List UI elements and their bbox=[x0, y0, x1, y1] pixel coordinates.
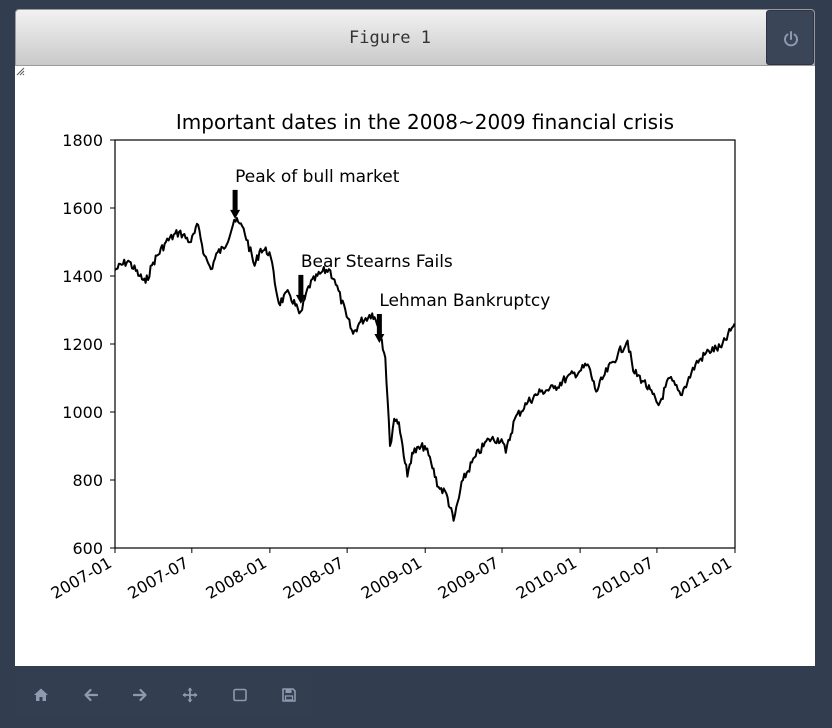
x-tick-label: 2009-07 bbox=[435, 553, 502, 603]
series-line bbox=[114, 217, 736, 522]
y-tick-label: 600 bbox=[72, 539, 103, 558]
x-tick-label: 2008-01 bbox=[202, 553, 269, 603]
y-tick-label: 1200 bbox=[62, 335, 103, 354]
x-tick-label: 2007-01 bbox=[48, 553, 115, 603]
window-title: Figure 1 bbox=[349, 28, 431, 48]
annotation-label: Bear Stearns Fails bbox=[301, 252, 453, 272]
annotation-arrowhead bbox=[295, 294, 306, 304]
x-tick-label: 2009-01 bbox=[358, 553, 425, 603]
annotation-arrow bbox=[232, 189, 238, 212]
power-icon bbox=[784, 31, 798, 47]
zoom-rect-button[interactable] bbox=[224, 681, 256, 709]
y-tick-label: 1000 bbox=[62, 403, 103, 422]
back-icon bbox=[84, 688, 99, 702]
y-tick-label: 1400 bbox=[62, 267, 103, 286]
annotation-arrow bbox=[298, 274, 304, 297]
y-tick-label: 800 bbox=[72, 471, 103, 490]
pan-button[interactable] bbox=[174, 681, 206, 709]
figure-canvas[interactable]: Important dates in the 2008~2009 financi… bbox=[15, 66, 815, 666]
home-icon bbox=[34, 688, 48, 701]
plot-frame bbox=[114, 139, 736, 549]
forward-button[interactable] bbox=[124, 681, 156, 709]
x-tick-label: 2007-07 bbox=[124, 553, 191, 603]
annotation-label: Peak of bull market bbox=[235, 167, 400, 187]
save-icon bbox=[282, 688, 296, 702]
home-button[interactable] bbox=[25, 681, 57, 709]
power-button[interactable] bbox=[766, 10, 814, 65]
figure-titlebar: Figure 1 bbox=[15, 9, 815, 66]
x-tick-label: 2008-07 bbox=[280, 553, 347, 603]
annotation-arrowhead bbox=[374, 334, 385, 343]
pan-icon bbox=[182, 687, 198, 703]
save-button[interactable] bbox=[273, 681, 305, 709]
annotation-arrow bbox=[376, 314, 382, 336]
forward-icon bbox=[132, 688, 147, 702]
x-tick-label: 2010-01 bbox=[513, 553, 580, 603]
chart: Important dates in the 2008~2009 financi… bbox=[48, 110, 736, 603]
annotation-label: Lehman Bankruptcy bbox=[379, 291, 550, 311]
annotation-arrowhead bbox=[230, 209, 241, 219]
toolbar bbox=[15, 673, 313, 717]
zoom-rect-icon bbox=[233, 688, 247, 702]
resize-grip-icon[interactable] bbox=[15, 66, 25, 76]
x-tick-label: 2010-07 bbox=[590, 553, 657, 603]
chart-title: Important dates in the 2008~2009 financi… bbox=[176, 110, 674, 134]
y-tick-label: 1800 bbox=[62, 131, 103, 150]
x-tick-label: 2011-01 bbox=[668, 553, 735, 603]
back-button[interactable] bbox=[75, 681, 107, 709]
y-tick-label: 1600 bbox=[62, 199, 103, 218]
